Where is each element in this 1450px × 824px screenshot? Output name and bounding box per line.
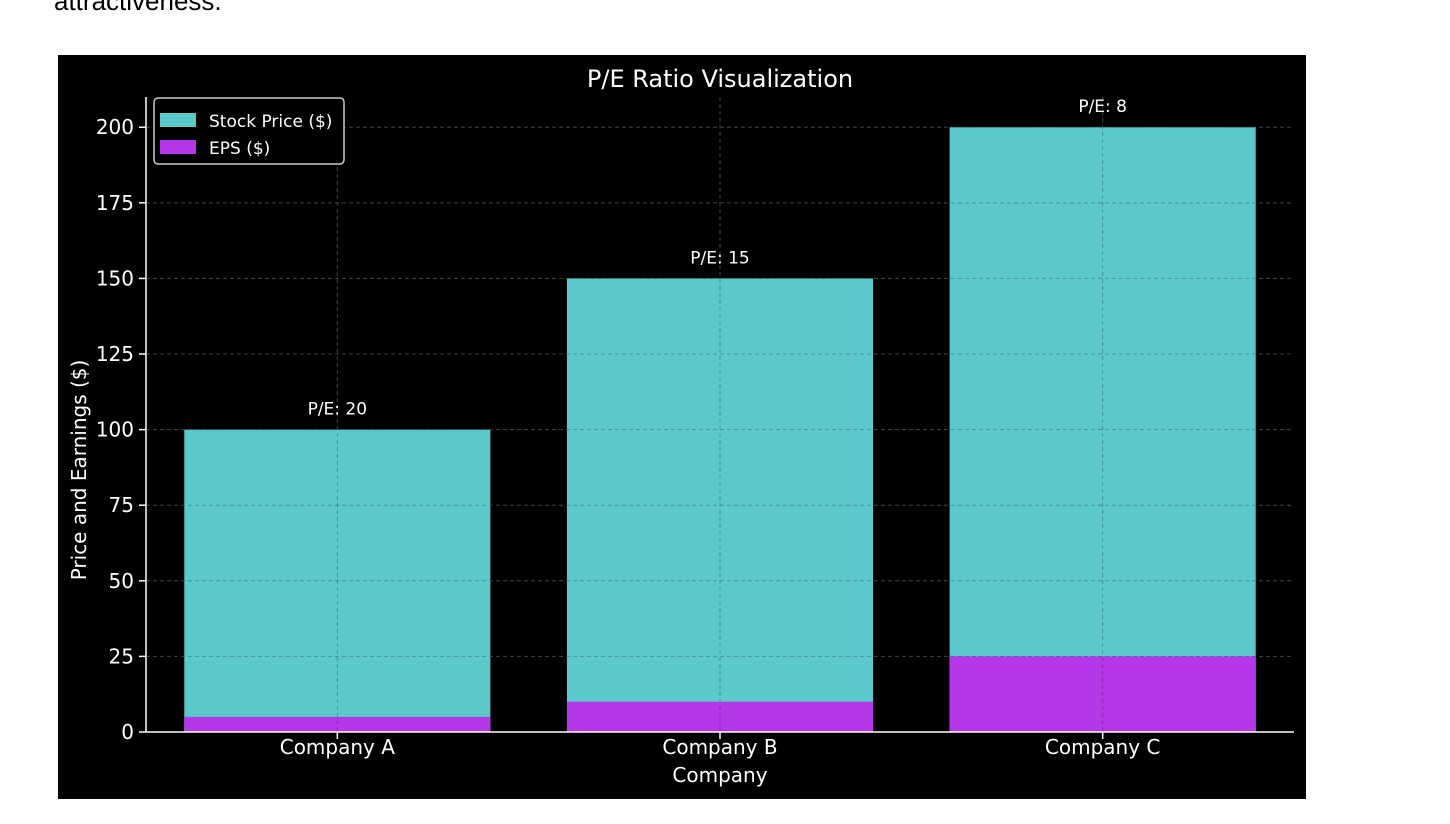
chart: 0 25 50 75 100 125 150 175 200 Company A Company B… [58, 55, 1306, 799]
y-tick-label: 175 [96, 191, 134, 215]
legend-swatch-stock-price [160, 113, 196, 127]
pe-annotation: P/E: 15 [690, 248, 749, 268]
pe-annotation: P/E: 20 [308, 400, 367, 420]
y-tick-label: 0 [121, 720, 134, 744]
y-axis-label: Price and Earnings ($) [67, 360, 91, 581]
legend-label-eps: EPS ($) [209, 139, 270, 159]
pe-annotation: P/E: 8 [1078, 97, 1127, 117]
y-tick-label: 125 [96, 342, 134, 366]
legend-label-stock-price: Stock Price ($) [209, 112, 332, 132]
y-tick-label: 75 [109, 493, 134, 517]
x-tick-label: Company C [1045, 735, 1160, 759]
chart-title: P/E Ratio Visualization [587, 65, 853, 93]
y-tick-label: 50 [109, 569, 134, 593]
y-tick-label: 200 [96, 115, 134, 139]
intro-text: attractiveness. [54, 0, 222, 16]
y-tick-label: 25 [109, 644, 134, 668]
y-tick-label: 100 [96, 418, 134, 442]
bar-stock-price [184, 429, 491, 732]
bars [146, 97, 1294, 732]
x-tick-label: Company A [280, 735, 396, 759]
labels: 0 25 50 75 100 125 150 175 200 Company A Company B… [96, 97, 1161, 759]
x-axis-label: Company [672, 763, 767, 787]
x-tick-label: Company B [662, 735, 777, 759]
y-tick-label: 150 [96, 266, 134, 290]
bar-eps [184, 716, 491, 732]
bar-stock-price [949, 127, 1256, 732]
chart-svg: 0 25 50 75 100 125 150 175 200 Company A Company B… [67, 65, 1294, 787]
legend-box [153, 97, 345, 165]
bar-stock-price [566, 278, 874, 732]
bar-eps [566, 701, 874, 732]
legend-swatch-eps [160, 140, 196, 154]
bar-eps [949, 656, 1256, 732]
legend: Stock Price ($) EPS ($) [153, 97, 345, 165]
axes [139, 97, 1294, 739]
